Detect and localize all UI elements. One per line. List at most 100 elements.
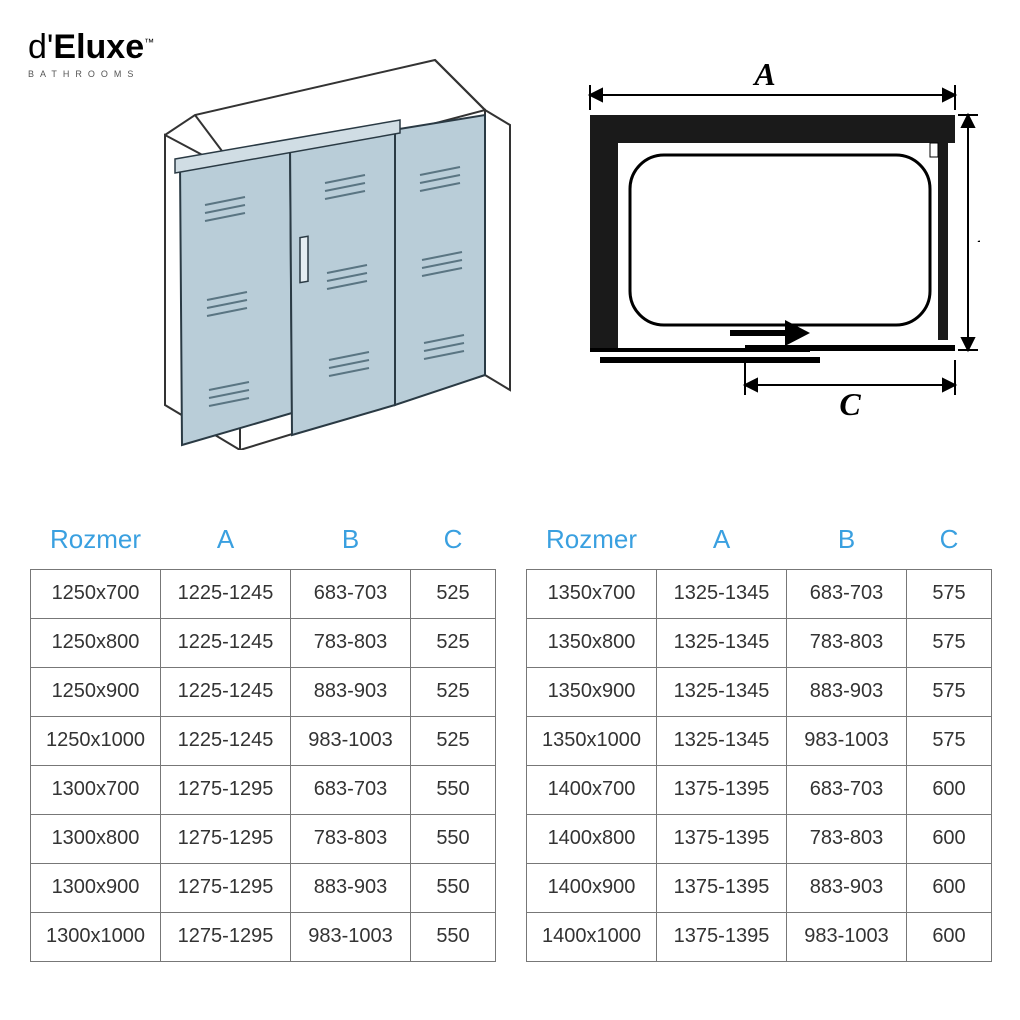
- table-row: 1350x9001325-1345883-903575: [527, 667, 992, 716]
- table-header-cell: Rozmer: [31, 520, 161, 569]
- table-row: 1350x7001325-1345683-703575: [527, 569, 992, 618]
- table-cell: 883-903: [787, 863, 907, 912]
- table-cell: 683-703: [787, 765, 907, 814]
- table-cell: 1375-1395: [657, 912, 787, 961]
- brand-tm: ™: [144, 38, 154, 49]
- table-cell: 1400x1000: [527, 912, 657, 961]
- table-row: 1400x10001375-1395983-1003600: [527, 912, 992, 961]
- table-cell: 983-1003: [291, 912, 411, 961]
- table-cell: 575: [907, 716, 992, 765]
- table-cell: 1400x700: [527, 765, 657, 814]
- table-cell: 550: [411, 765, 496, 814]
- table-cell: 1325-1345: [657, 667, 787, 716]
- table-cell: 1325-1345: [657, 569, 787, 618]
- table-cell: 983-1003: [787, 912, 907, 961]
- table-cell: 1400x800: [527, 814, 657, 863]
- table-cell: 1225-1245: [161, 569, 291, 618]
- table-cell: 783-803: [787, 814, 907, 863]
- dim-label-c: C: [839, 386, 861, 420]
- table-row: 1300x8001275-1295783-803550: [31, 814, 496, 863]
- table-cell: 783-803: [291, 814, 411, 863]
- table-row: 1400x9001375-1395883-903600: [527, 863, 992, 912]
- brand-subtitle: BATHROOMS: [28, 69, 154, 79]
- table-row: 1300x10001275-1295983-1003550: [31, 912, 496, 961]
- table-row: 1300x9001275-1295883-903550: [31, 863, 496, 912]
- table-cell: 575: [907, 667, 992, 716]
- table-cell: 600: [907, 814, 992, 863]
- table-cell: 1275-1295: [161, 765, 291, 814]
- table-cell: 600: [907, 765, 992, 814]
- table-cell: 575: [907, 618, 992, 667]
- table-cell: 1325-1345: [657, 716, 787, 765]
- table-row: 1400x8001375-1395783-803600: [527, 814, 992, 863]
- table-cell: 1375-1395: [657, 814, 787, 863]
- table-row: 1400x7001375-1395683-703600: [527, 765, 992, 814]
- table-cell: 883-903: [291, 667, 411, 716]
- table-cell: 1325-1345: [657, 618, 787, 667]
- table-header-cell: A: [161, 520, 291, 569]
- dimension-table-left: RozmerABC 1250x7001225-1245683-703525125…: [30, 520, 496, 962]
- table-row: 1250x7001225-1245683-703525: [31, 569, 496, 618]
- table-cell: 525: [411, 569, 496, 618]
- table-cell: 683-703: [291, 765, 411, 814]
- table-cell: 1250x900: [31, 667, 161, 716]
- table-cell: 683-703: [291, 569, 411, 618]
- table-cell: 983-1003: [291, 716, 411, 765]
- table-cell: 1350x900: [527, 667, 657, 716]
- table-cell: 1250x700: [31, 569, 161, 618]
- table-cell: 1300x700: [31, 765, 161, 814]
- table-cell: 1350x1000: [527, 716, 657, 765]
- brand-prefix: d': [28, 28, 53, 66]
- dimension-table-right: RozmerABC 1350x7001325-1345683-703575135…: [526, 520, 992, 962]
- table-cell: 1400x900: [527, 863, 657, 912]
- table-cell: 1275-1295: [161, 863, 291, 912]
- table-cell: 1275-1295: [161, 912, 291, 961]
- table-header-cell: B: [291, 520, 411, 569]
- table-cell: 525: [411, 716, 496, 765]
- table-header-cell: A: [657, 520, 787, 569]
- table-cell: 1275-1295: [161, 814, 291, 863]
- table-cell: 783-803: [787, 618, 907, 667]
- table-header-cell: C: [907, 520, 992, 569]
- table-cell: 1375-1395: [657, 863, 787, 912]
- table-cell: 1300x900: [31, 863, 161, 912]
- table-header-cell: Rozmer: [527, 520, 657, 569]
- table-cell: 1300x1000: [31, 912, 161, 961]
- table-row: 1250x9001225-1245883-903525: [31, 667, 496, 716]
- table-row: 1350x10001325-1345983-1003575: [527, 716, 992, 765]
- table-cell: 1225-1245: [161, 618, 291, 667]
- table-cell: 575: [907, 569, 992, 618]
- dimension-tables: RozmerABC 1250x7001225-1245683-703525125…: [30, 520, 990, 962]
- table-cell: 1225-1245: [161, 667, 291, 716]
- table-header-cell: B: [787, 520, 907, 569]
- table-cell: 1350x800: [527, 618, 657, 667]
- table-cell: 1225-1245: [161, 716, 291, 765]
- table-row: 1250x10001225-1245983-1003525: [31, 716, 496, 765]
- brand-name: Eluxe: [53, 28, 144, 66]
- table-cell: 1375-1395: [657, 765, 787, 814]
- table-cell: 1250x800: [31, 618, 161, 667]
- brand-logo: d'Eluxe™ BATHROOMS: [28, 28, 154, 79]
- table-cell: 525: [411, 618, 496, 667]
- dim-label-b: B: [977, 213, 980, 249]
- table-cell: 683-703: [787, 569, 907, 618]
- shower-3d-illustration: [145, 55, 515, 450]
- table-cell: 883-903: [291, 863, 411, 912]
- brand-main: d'Eluxe™: [28, 28, 154, 67]
- dim-label-a: A: [752, 60, 775, 92]
- table-cell: 883-903: [787, 667, 907, 716]
- table-cell: 1350x700: [527, 569, 657, 618]
- table-cell: 1250x1000: [31, 716, 161, 765]
- shower-2d-diagram: A B C: [560, 60, 980, 420]
- table-cell: 550: [411, 912, 496, 961]
- table-cell: 550: [411, 814, 496, 863]
- table-cell: 600: [907, 912, 992, 961]
- table-cell: 783-803: [291, 618, 411, 667]
- table-header-row: RozmerABC: [527, 520, 992, 569]
- table-cell: 983-1003: [787, 716, 907, 765]
- table-header-cell: C: [411, 520, 496, 569]
- table-row: 1250x8001225-1245783-803525: [31, 618, 496, 667]
- table-cell: 1300x800: [31, 814, 161, 863]
- table-row: 1300x7001275-1295683-703550: [31, 765, 496, 814]
- table-cell: 550: [411, 863, 496, 912]
